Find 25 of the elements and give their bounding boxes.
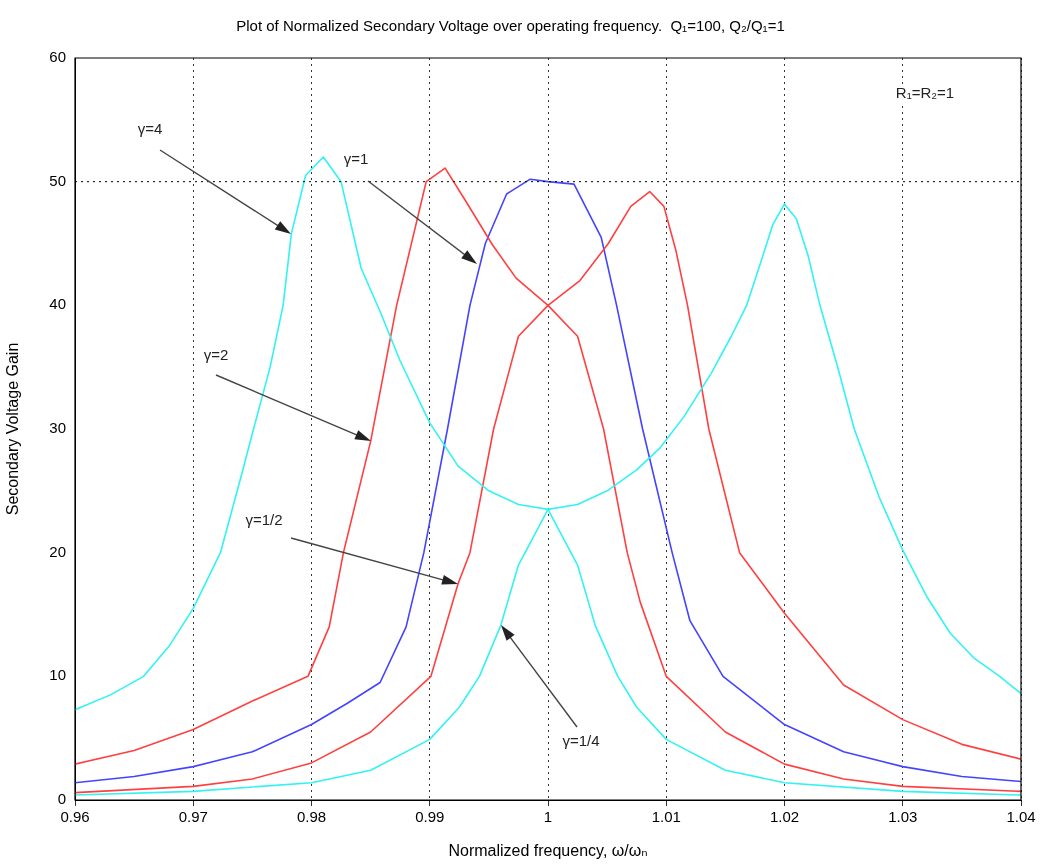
annotation: γ=1/2 — [245, 511, 283, 529]
y-axis-title: Secondary Voltage Gain — [4, 342, 22, 516]
y-tick-label: 0 — [57, 790, 66, 808]
x-tick-label: 0.99 — [415, 808, 445, 826]
annotation: γ=1 — [343, 150, 369, 168]
y-tick-label: 10 — [49, 666, 66, 684]
x-tick-label: 0.96 — [60, 808, 90, 826]
annotation: γ=2 — [203, 346, 229, 364]
annotation: γ=1/4 — [562, 732, 600, 750]
x-tick-label: 0.98 — [296, 808, 327, 826]
y-tick-label: 30 — [49, 419, 66, 437]
x-tick-label: 1.04 — [1006, 808, 1036, 826]
annotation: R₁=R₂=1 — [895, 84, 955, 102]
x-axis-title: Normalized frequency, ω/ωₙ — [448, 841, 648, 859]
y-tick-label: 60 — [49, 48, 66, 66]
annotation: γ=4 — [137, 120, 163, 138]
chart-title: Plot of Normalized Secondary Voltage over operating frequency. Q₁=100, Q₂/Q₁=1 — [236, 17, 785, 35]
x-tick-label: 1.02 — [769, 808, 800, 826]
x-tick-label: 1 — [543, 808, 553, 826]
x-tick-label: 0.97 — [178, 808, 208, 826]
y-tick-label: 20 — [49, 542, 66, 560]
y-tick-label: 40 — [49, 295, 66, 313]
y-tick-label: 50 — [49, 171, 66, 189]
x-tick-label: 1.03 — [888, 808, 918, 826]
x-tick-label: 1.01 — [651, 808, 681, 826]
